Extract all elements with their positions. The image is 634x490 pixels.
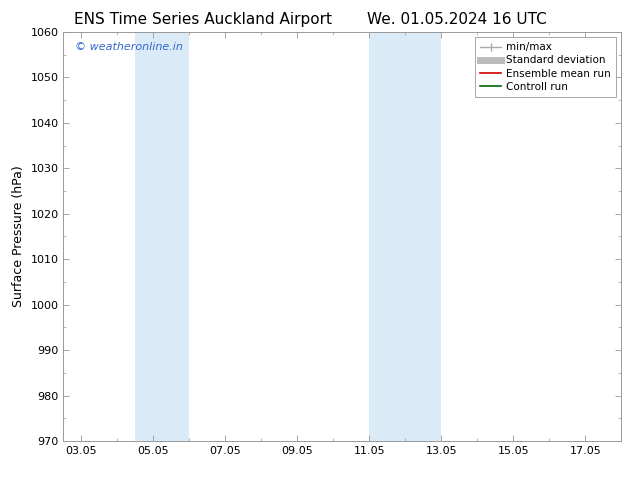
- Legend: min/max, Standard deviation, Ensemble mean run, Controll run: min/max, Standard deviation, Ensemble me…: [475, 37, 616, 97]
- Bar: [136, 32, 190, 441]
- Text: © weatheronline.in: © weatheronline.in: [75, 42, 183, 52]
- Text: ENS Time Series Auckland Airport: ENS Time Series Auckland Airport: [74, 12, 332, 27]
- Text: We. 01.05.2024 16 UTC: We. 01.05.2024 16 UTC: [366, 12, 547, 27]
- Y-axis label: Surface Pressure (hPa): Surface Pressure (hPa): [12, 166, 25, 307]
- Bar: [370, 32, 441, 441]
